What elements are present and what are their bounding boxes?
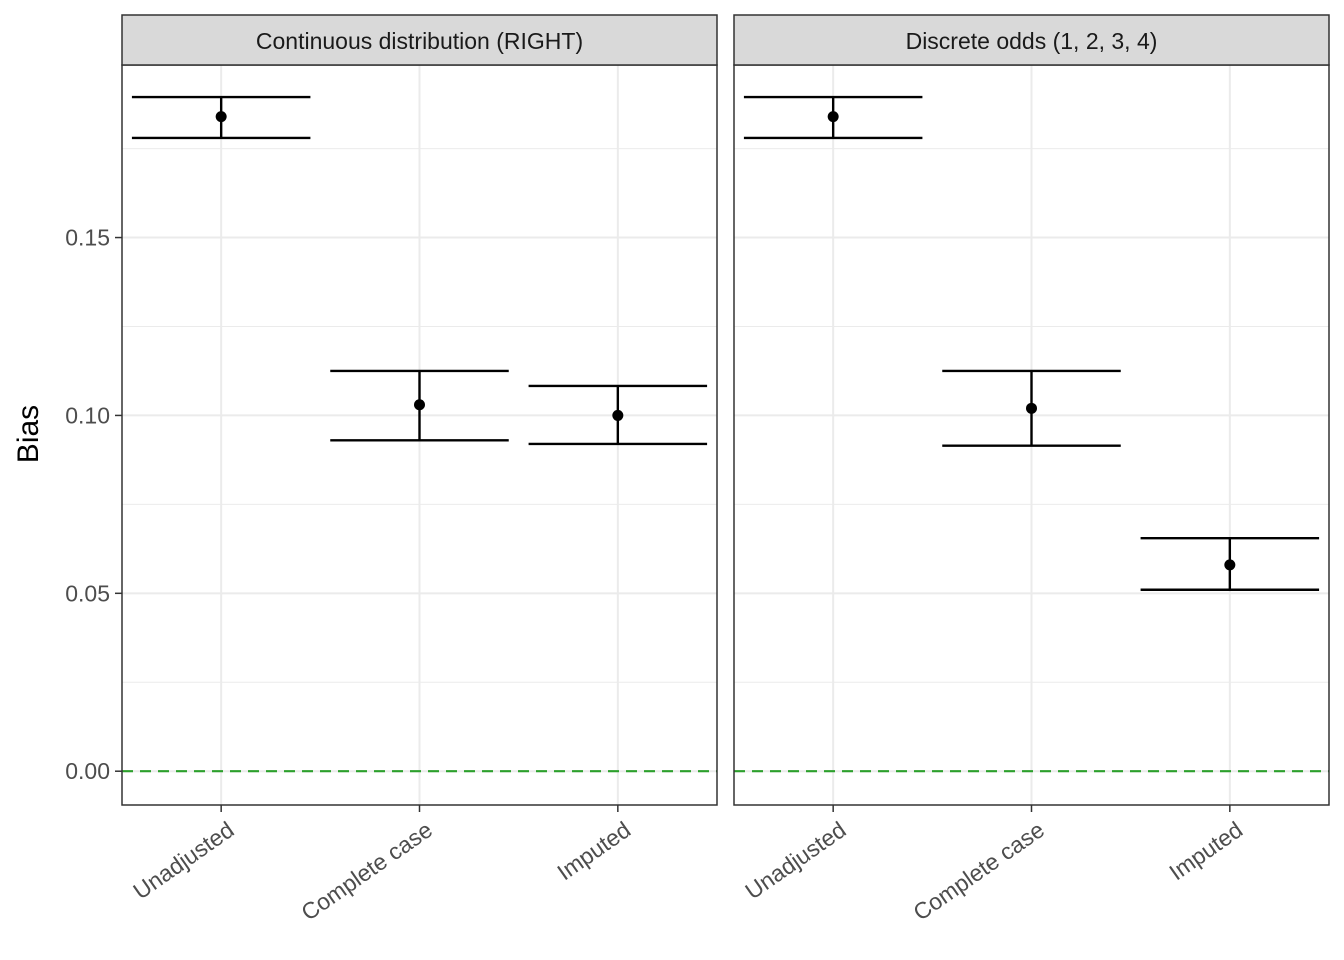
error-bar — [528, 384, 708, 446]
y-axis: 0.00 0.05 0.10 0.15 — [65, 225, 122, 784]
x-tick-label: Imputed — [1164, 816, 1247, 885]
facet-title: Continuous distribution (RIGHT) — [256, 28, 583, 54]
error-bar — [131, 95, 311, 140]
y-tick-label: 0.05 — [65, 580, 110, 606]
panels: Continuous distribution (RIGHT) Unadjuste… — [121, 14, 1330, 926]
panel: Continuous distribution (RIGHT) Unadjuste… — [121, 14, 718, 926]
y-tick-label: 0.10 — [65, 402, 110, 428]
x-tick-label: Unadjusted — [128, 816, 238, 904]
error-bar — [743, 95, 923, 140]
estimate-point — [827, 111, 839, 123]
error-bar — [1140, 536, 1320, 591]
facet-strip — [733, 14, 1330, 66]
estimate-point — [1026, 402, 1037, 414]
error-bar — [942, 369, 1121, 447]
panel: Discrete odds (1, 2, 3, 4) Unadjusted Comp… — [733, 14, 1330, 926]
error-bar — [330, 369, 509, 442]
x-tick-label: Complete case — [908, 816, 1049, 925]
facet-strip — [121, 14, 718, 66]
estimate-point — [612, 409, 624, 421]
y-axis-title: Bias — [12, 405, 45, 463]
x-tick-label: Imputed — [552, 816, 635, 885]
estimate-point — [215, 111, 227, 123]
facet-title: Discrete odds (1, 2, 3, 4) — [906, 28, 1158, 54]
estimate-point — [1224, 559, 1236, 571]
x-tick-label: Complete case — [296, 816, 437, 925]
y-tick-label: 0.15 — [65, 225, 110, 251]
y-tick-label: 0.00 — [65, 758, 110, 784]
x-tick-label: Unadjusted — [740, 816, 850, 904]
estimate-point — [414, 399, 425, 411]
